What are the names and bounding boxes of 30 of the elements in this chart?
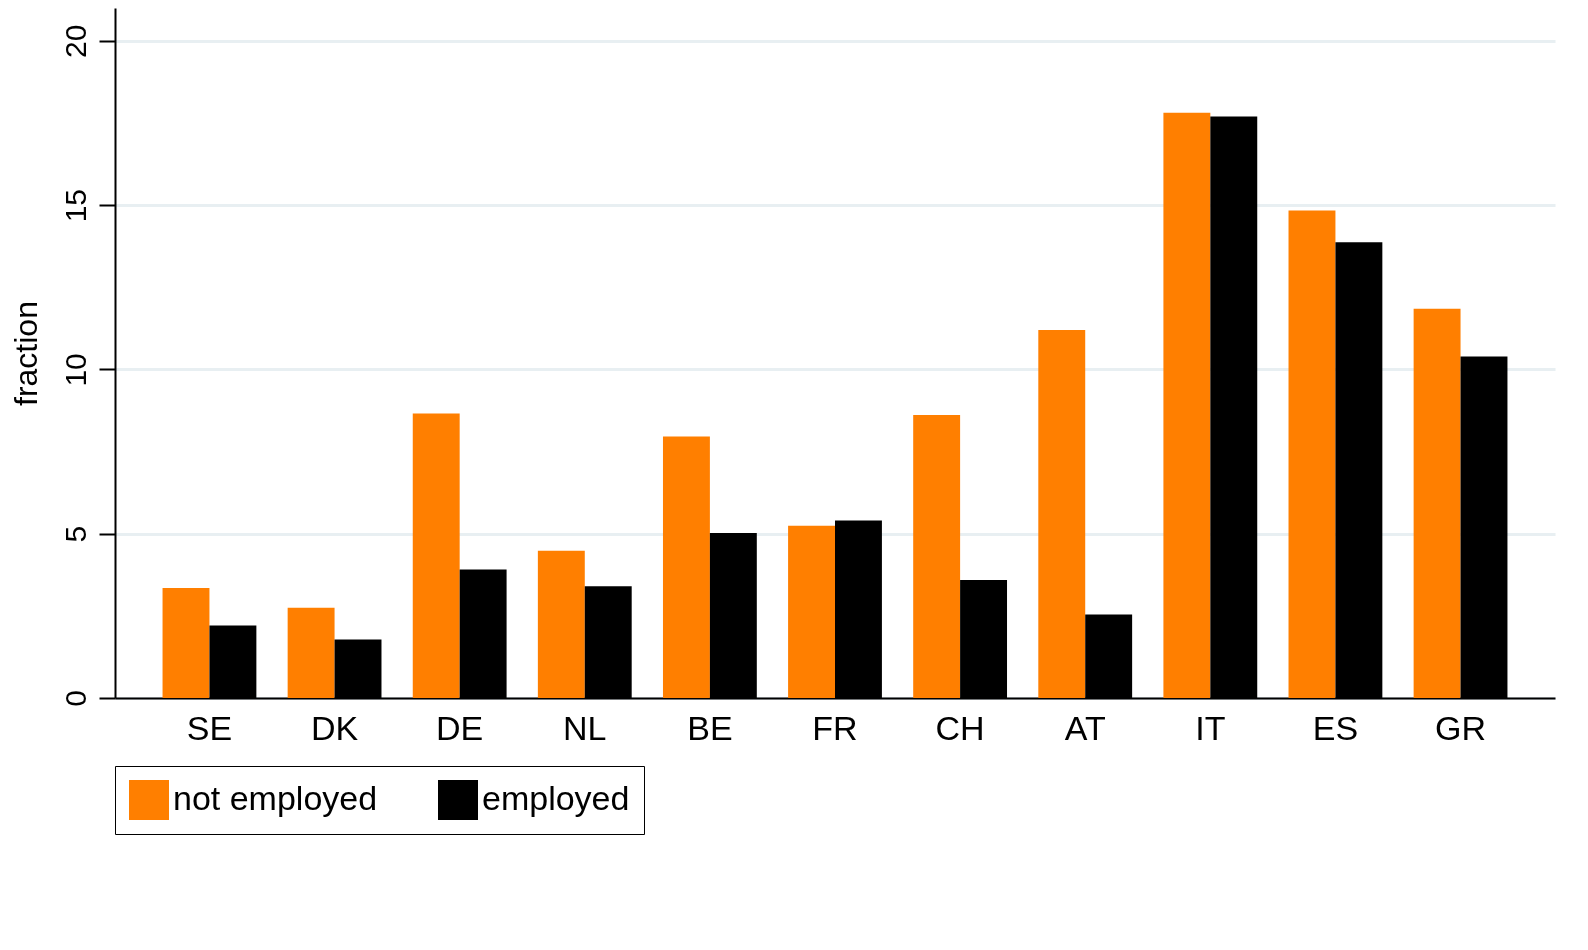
y-tick-label: 5 (58, 525, 92, 543)
y-tick-label: 15 (58, 188, 92, 223)
bar (1163, 112, 1211, 698)
bar (162, 587, 210, 698)
legend-label: not employed (173, 779, 378, 817)
x-tick-label: NL (563, 708, 607, 747)
y-tick-label: 10 (58, 353, 92, 387)
bar (287, 607, 335, 698)
bar (788, 525, 835, 698)
bar (1038, 330, 1086, 698)
x-tick-label: IT (1195, 708, 1226, 747)
x-tick-label: ES (1312, 708, 1359, 747)
x-tick-label: SE (186, 708, 233, 747)
bar (537, 550, 585, 698)
y-tick-label: 0 (58, 690, 92, 707)
x-tick-label: BE (687, 708, 733, 747)
legend-label: employed (482, 779, 630, 817)
x-tick-label: FR (812, 708, 858, 747)
bar (412, 413, 460, 698)
y-axis-title: fraction (7, 301, 44, 406)
x-tick-label: CH (935, 708, 985, 747)
x-tick-label: GR (1435, 708, 1487, 747)
bar (1413, 308, 1461, 698)
x-tick-label: AT (1064, 708, 1106, 747)
bar (1288, 210, 1336, 698)
bar (662, 436, 710, 698)
bar (913, 415, 961, 698)
x-tick-label: DK (310, 708, 359, 747)
x-tick-label: DE (436, 708, 484, 747)
y-tick-label: 20 (58, 24, 92, 59)
